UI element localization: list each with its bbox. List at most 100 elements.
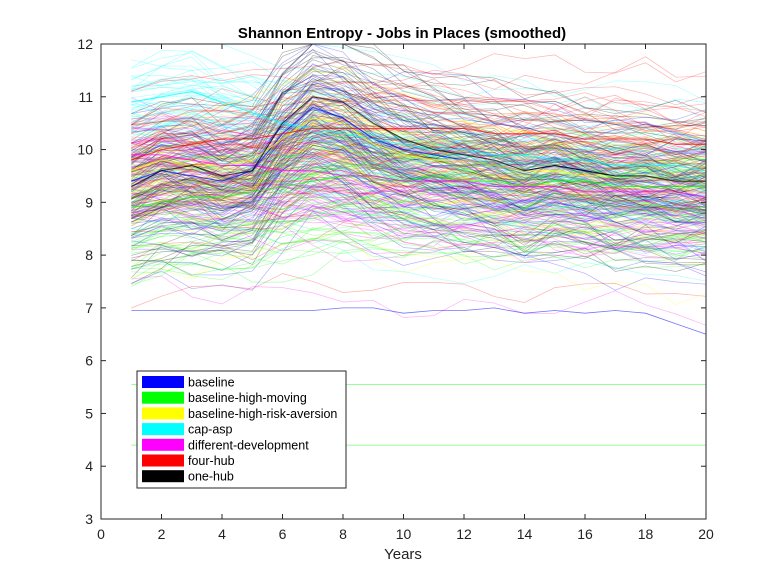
simulation-trace <box>131 129 707 217</box>
simulation-trace <box>131 185 707 284</box>
simulation-trace <box>131 170 707 234</box>
y-tick-label: 9 <box>85 194 93 210</box>
simulation-trace <box>131 131 707 195</box>
simulation-trace <box>131 161 707 202</box>
simulation-trace <box>131 202 707 245</box>
simulation-trace <box>131 144 707 217</box>
simulation-trace <box>131 139 707 214</box>
y-tick-label: 11 <box>78 89 93 105</box>
simulation-trace <box>131 205 707 276</box>
simulation-trace <box>131 173 707 228</box>
simulation-trace <box>131 156 707 255</box>
simulation-trace <box>131 110 707 189</box>
simulation-trace <box>131 79 707 143</box>
simulation-trace <box>131 88 707 167</box>
simulation-trace <box>131 119 707 214</box>
simulation-trace <box>131 149 707 211</box>
simulation-trace <box>131 123 707 216</box>
simulation-trace <box>131 94 707 130</box>
simulation-trace <box>131 141 707 204</box>
simulation-trace <box>131 203 707 261</box>
simulation-trace <box>131 178 707 218</box>
simulation-trace <box>131 141 707 210</box>
simulation-trace <box>131 174 707 231</box>
simulation-trace <box>131 84 707 123</box>
x-tick-label: 18 <box>638 526 654 542</box>
simulation-trace <box>131 186 707 224</box>
simulation-trace <box>131 88 707 169</box>
simulation-trace <box>131 228 707 281</box>
simulation-trace <box>131 190 707 235</box>
simulation-trace <box>131 59 707 156</box>
simulation-trace <box>131 94 707 171</box>
x-tick-label: 4 <box>218 526 226 542</box>
simulation-trace <box>131 165 707 206</box>
simulation-trace <box>131 112 707 193</box>
simulation-trace <box>131 124 707 210</box>
simulation-trace <box>131 112 707 191</box>
chart-title: Shannon Entropy - Jobs in Places (smooth… <box>238 25 566 42</box>
legend-label-cap-asp: cap-asp <box>188 423 233 437</box>
simulation-trace <box>131 185 707 226</box>
simulation-trace <box>131 134 707 175</box>
simulation-trace <box>131 75 707 153</box>
x-tick-label: 2 <box>158 526 166 542</box>
simulation-trace <box>131 176 707 261</box>
simulation-trace <box>131 155 707 240</box>
simulation-trace <box>131 76 707 157</box>
simulation-trace <box>131 222 707 262</box>
simulation-trace <box>131 94 707 182</box>
simulation-trace <box>131 156 707 217</box>
simulation-trace <box>131 186 707 237</box>
simulation-trace <box>131 116 707 212</box>
simulation-trace <box>131 225 707 270</box>
simulation-trace <box>131 132 707 229</box>
simulation-trace <box>131 218 707 262</box>
simulation-trace <box>131 146 707 196</box>
simulation-trace <box>131 190 707 236</box>
simulation-trace <box>131 179 707 234</box>
simulation-trace <box>131 273 707 309</box>
simulation-trace <box>131 156 707 197</box>
simulation-trace <box>131 76 707 157</box>
simulation-trace <box>131 183 707 225</box>
simulation-trace <box>131 184 707 279</box>
simulation-trace <box>131 195 707 249</box>
simulation-trace <box>131 69 707 123</box>
simulation-trace <box>131 96 707 166</box>
simulation-trace <box>131 123 707 220</box>
simulation-trace <box>131 115 707 181</box>
simulation-trace <box>131 112 707 200</box>
simulation-trace <box>131 122 707 212</box>
simulation-trace <box>131 112 707 182</box>
simulation-trace <box>131 122 707 157</box>
simulation-trace <box>131 193 707 254</box>
x-tick-label: 20 <box>698 526 714 542</box>
simulation-trace <box>131 43 707 137</box>
simulation-trace <box>131 154 707 240</box>
simulation-trace <box>131 124 707 218</box>
simulation-trace <box>131 92 707 172</box>
simulation-trace <box>131 103 707 199</box>
simulation-trace <box>131 127 707 167</box>
simulation-trace <box>131 159 707 220</box>
simulation-trace <box>131 134 707 233</box>
simulation-trace <box>131 144 707 213</box>
simulation-trace <box>131 172 707 241</box>
simulation-trace <box>131 131 707 176</box>
simulation-trace <box>131 246 707 285</box>
simulation-trace <box>131 193 707 237</box>
simulation-trace <box>131 128 707 228</box>
simulation-trace <box>131 137 707 167</box>
simulation-trace <box>131 117 707 227</box>
simulation-trace <box>131 78 707 128</box>
simulation-trace <box>131 170 707 236</box>
simulation-trace <box>131 143 707 211</box>
simulation-trace <box>131 102 707 206</box>
simulation-trace <box>131 136 707 196</box>
y-tick-label: 6 <box>85 353 93 369</box>
simulation-trace <box>131 109 707 159</box>
simulation-trace <box>131 77 707 164</box>
